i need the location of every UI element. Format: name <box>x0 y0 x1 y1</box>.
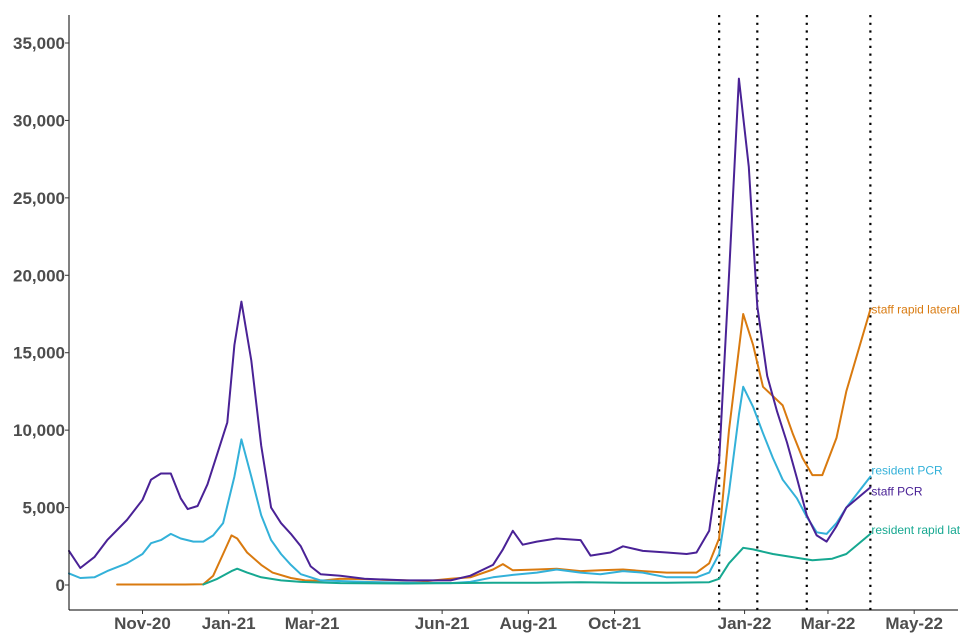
x-tick-label: Jan-22 <box>718 614 772 633</box>
series-line-resident-rapid-lateral-flow <box>202 532 872 586</box>
y-tick-label: 15,000 <box>13 344 65 363</box>
y-tick-label: 20,000 <box>13 266 65 285</box>
x-tick-label: Oct-21 <box>588 614 641 633</box>
y-tick-label: 25,000 <box>13 189 65 208</box>
series-label-staff-rapid-lateral-flow: staff rapid lateral flow <box>871 302 960 316</box>
y-tick-label: 10,000 <box>13 421 65 440</box>
y-tick-label: 30,000 <box>13 111 65 130</box>
series-label-resident-pcr: resident PCR <box>871 464 943 478</box>
x-tick-label: Mar-21 <box>285 614 340 633</box>
series-label-staff-pcr: staff PCR <box>871 484 922 498</box>
x-tick-label: Aug-21 <box>500 614 558 633</box>
series-labels: staff rapid lateral flow resident PCR staf… <box>871 302 960 537</box>
y-tick-label: 35,000 <box>13 34 65 53</box>
x-tick-label: Jan-21 <box>202 614 256 633</box>
y-axis-ticks: 0 5,000 10,000 15,000 20,000 25,000 30,000 35,0… <box>13 34 69 595</box>
x-tick-label: Jun-21 <box>415 614 470 633</box>
series-label-resident-rapid-lateral-flow: resident rapid lateral flow <box>871 523 960 537</box>
series-line-staff-pcr <box>68 77 872 582</box>
x-axis-ticks: Nov-20 Jan-21 Mar-21 Jun-21 Aug-21 Oct-21 Jan-… <box>114 610 943 633</box>
y-tick-label: 0 <box>56 576 65 595</box>
series-line-resident-pcr <box>68 385 872 585</box>
y-tick-label: 5,000 <box>22 499 65 518</box>
series-line-staff-rapid-lateral-flow <box>116 308 872 586</box>
x-tick-label: May-22 <box>885 614 943 633</box>
axes <box>68 15 958 611</box>
x-tick-label: Mar-22 <box>801 614 856 633</box>
x-tick-label: Nov-20 <box>114 614 171 633</box>
series-lines <box>68 77 872 586</box>
